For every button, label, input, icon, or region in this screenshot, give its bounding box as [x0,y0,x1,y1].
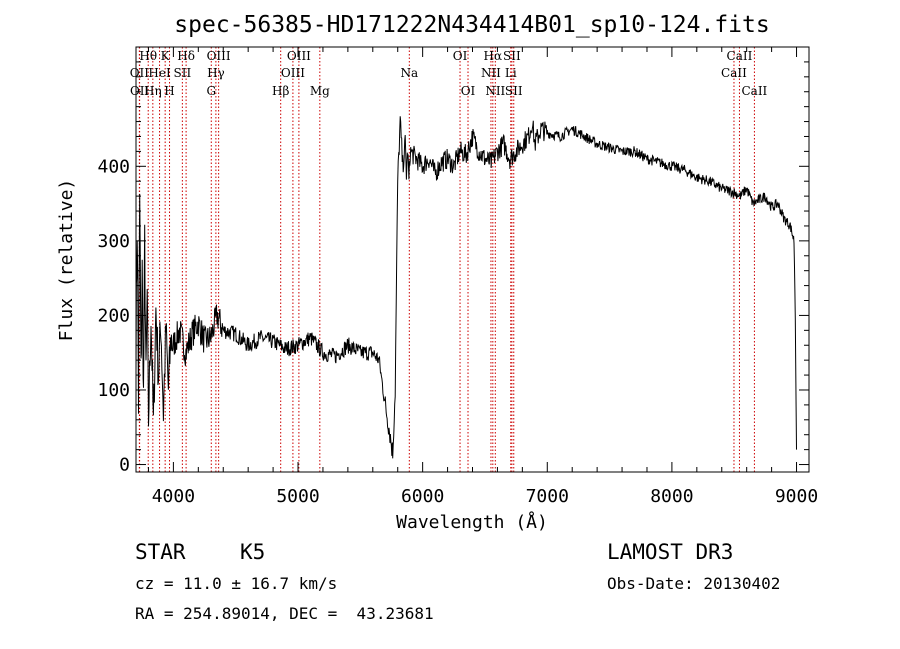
spectral-line-label: Hβ [272,84,289,98]
x-tick-label: 6000 [401,486,444,507]
spectral-line-label: Hγ [207,66,225,80]
line-marker-layer [138,47,755,472]
y-tick-label: 100 [97,380,130,401]
spectral-line-label: OIII [207,49,231,63]
y-tick-label: 0 [119,455,130,476]
y-axis-label: Flux (relative) [56,179,77,342]
spectral-line-label: OI [461,84,476,98]
spectral-line-label: K [161,49,171,63]
x-axis-label: Wavelength (Å) [396,511,548,533]
spectral-line-label: Hη [144,84,162,98]
x-tick-label: 4000 [152,486,195,507]
spectral-line-label: OI [453,49,468,63]
spectral-line-label: Hδ [177,49,195,63]
x-tick-label: 8000 [650,486,693,507]
spectral-line-label: Mg [310,84,330,98]
spectral-line-label: G [206,84,216,98]
spectral-line-label: Na [400,66,418,80]
plot-frame [135,46,810,473]
x-tick-label: 9000 [775,486,818,507]
spectral-line-label: SII [503,49,521,63]
spectral-line-label: NII [485,84,505,98]
spectral-line-label: H [164,84,174,98]
survey-name: LAMOST DR3 [607,540,734,564]
spectral-line-label: SII [174,66,192,80]
spectral-line-label: CaII [727,49,753,63]
flux-series-line [135,116,797,459]
object-type: STAR [135,540,186,564]
redshift-cz: cz = 11.0 ± 16.7 km/s [135,574,338,593]
spectral-line-label: NII [481,66,501,80]
spectral-line-label: OIII [281,66,305,80]
y-tick-label: 200 [97,305,130,326]
x-tick-label: 7000 [526,486,569,507]
spectral-line-label: Li [505,66,517,80]
spectral-line-label: HeI [148,66,171,80]
spectral-line-label: Hα [484,49,503,63]
spectral-line-label: OIII [287,49,311,63]
chart-title: spec-56385-HD171222N434414B01_sp10-124.f… [174,12,769,38]
spectral-line-label: CaII [721,66,747,80]
y-tick-label: 300 [97,231,130,252]
spectral-line-label: OII [130,66,150,80]
obs-date: Obs-Date: 20130402 [607,574,781,593]
spectral-line-label: SII [505,84,523,98]
y-tick-label: 400 [97,156,130,177]
spectral-line-label: CaII [741,84,767,98]
spectral-subclass: K5 [240,540,266,564]
x-tick-label: 5000 [276,486,319,507]
coordinates: RA = 254.89014, DEC = 43.23681 [135,604,434,623]
spectral-line-label: OII [130,84,150,98]
spectral-line-label: Hθ [139,49,157,63]
series-layer [135,116,797,459]
line-label-layer: HθOIIOIIHηHeIKHSIIHδGHγOIIIHβOIIIOIIIMgN… [130,49,768,98]
axis-layer: 4000 5000 6000 7000 8000 9000 0 100 200 300 400 [97,47,818,507]
